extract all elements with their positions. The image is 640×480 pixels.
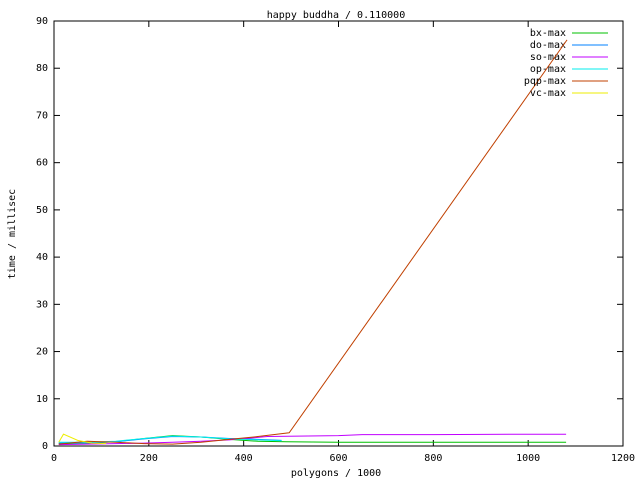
y-tick-label: 20	[36, 347, 48, 358]
x-tick-label: 1200	[611, 453, 635, 464]
y-tick-label: 60	[36, 158, 48, 169]
chart-title: happy buddha / 0.110000	[267, 10, 405, 21]
x-tick-label: 200	[140, 453, 158, 464]
x-tick-label: 1000	[516, 453, 540, 464]
legend-label: pqp-max	[524, 76, 566, 87]
legend-label: bx-max	[530, 28, 566, 39]
series-line	[58, 433, 107, 445]
y-tick-label: 70	[36, 110, 48, 121]
y-tick-label: 30	[36, 299, 48, 310]
y-tick-label: 0	[42, 441, 48, 452]
legend-label: so-max	[530, 52, 566, 63]
y-tick-label: 10	[36, 394, 48, 405]
y-tick-label: 50	[36, 205, 48, 216]
y-tick-label: 80	[36, 63, 48, 74]
series-line	[58, 39, 568, 445]
legend-label: do-max	[530, 40, 566, 51]
x-tick-label: 800	[424, 453, 442, 464]
x-tick-label: 400	[235, 453, 253, 464]
x-axis-label: polygons / 1000	[291, 468, 381, 479]
x-tick-label: 600	[329, 453, 347, 464]
y-tick-label: 90	[36, 16, 48, 27]
legend-label: op-max	[530, 64, 566, 75]
y-tick-label: 40	[36, 252, 48, 263]
x-tick-label: 0	[51, 453, 57, 464]
y-axis-label: time / millisec	[7, 189, 18, 279]
legend-label: vc-max	[530, 88, 566, 99]
